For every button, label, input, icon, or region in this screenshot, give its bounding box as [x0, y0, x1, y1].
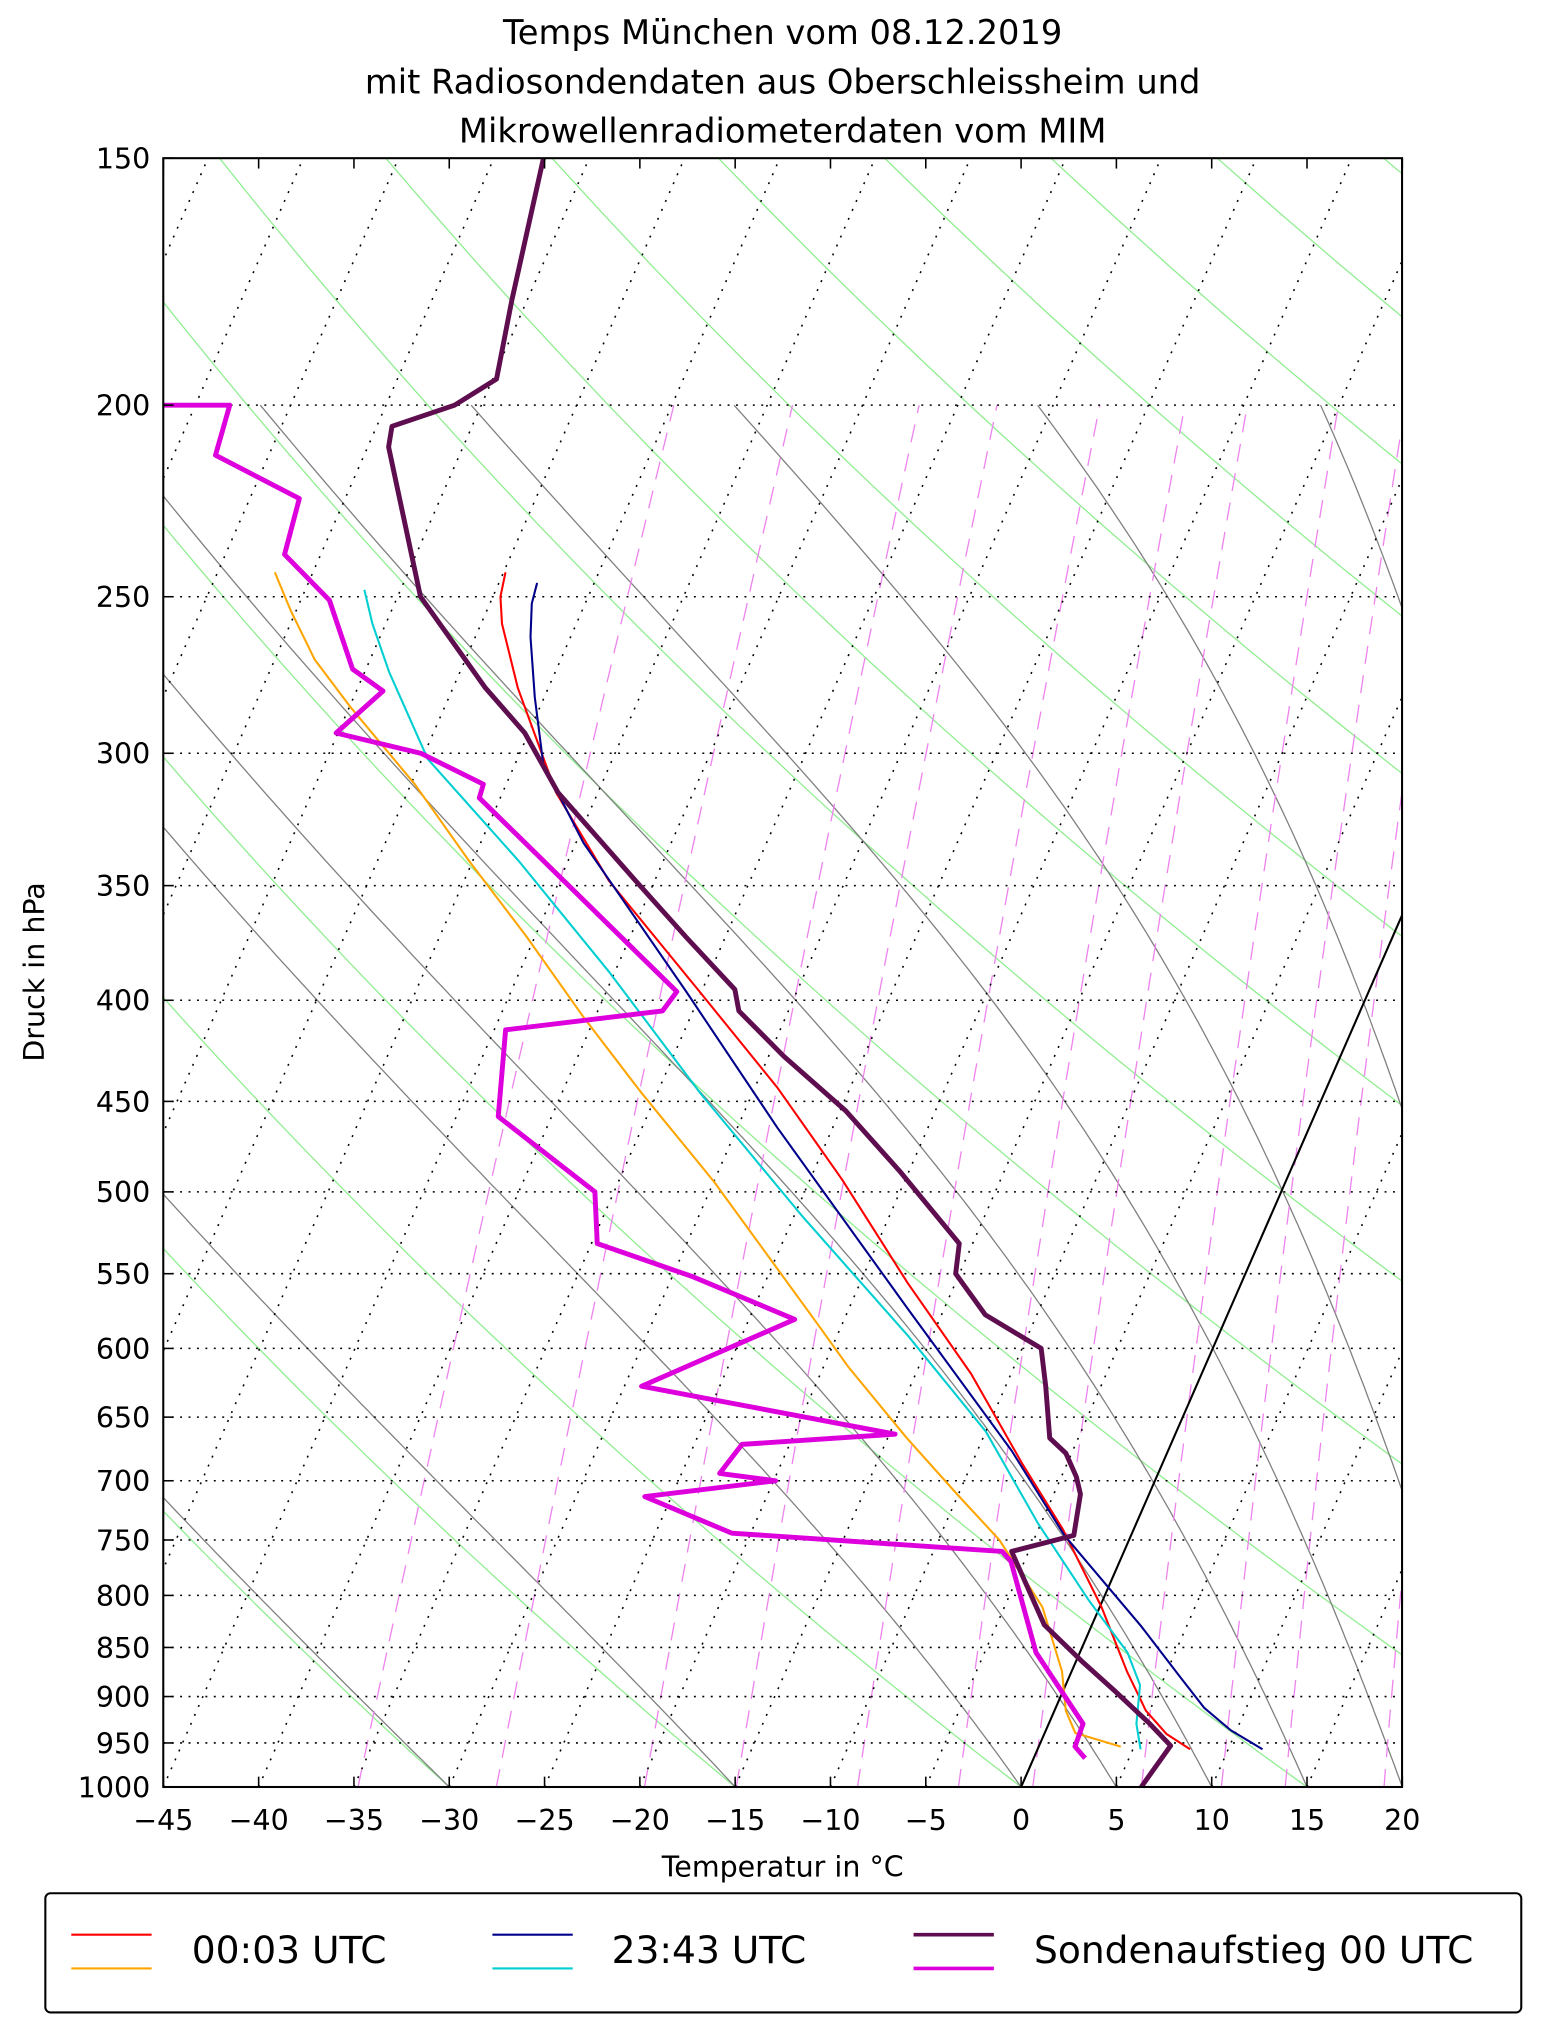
moist-adiabat	[163, 826, 1022, 1788]
mixing-ratio-line	[1383, 1570, 1403, 1788]
dewpoint-profile-line	[273, 571, 1122, 1748]
moist-adiabat	[163, 494, 1213, 1788]
legend-label: 00:03 UTC	[192, 1928, 387, 1972]
mixing-ratio-line	[643, 405, 920, 1788]
y-tick-label: 650	[96, 1401, 150, 1434]
y-tick-label: 250	[96, 581, 150, 614]
y-tick-label: 450	[96, 1086, 150, 1119]
moist-adiabat	[163, 673, 1117, 1788]
isotherm	[163, 158, 400, 699]
dry-adiabat	[163, 1247, 736, 1788]
dry-adiabat	[163, 996, 1022, 1788]
isotherm	[163, 158, 590, 1135]
mixing-ratio-line	[357, 405, 675, 1788]
isotherm	[0, 158, 17, 1787]
dry-adiabat	[163, 1510, 450, 1788]
y-tick-label: 750	[96, 1524, 150, 1557]
pressure-gridlines	[163, 158, 1403, 1788]
plot-frame	[162, 157, 1404, 1789]
x-tick-label: −30	[419, 1804, 479, 1837]
y-tick-label: 500	[96, 1176, 150, 1209]
legend-label: Sondenaufstieg 00 UTC	[1034, 1928, 1473, 1972]
x-tick-label: 0	[1012, 1804, 1030, 1837]
profiles	[163, 158, 1264, 1788]
x-tick-label: −5	[905, 1804, 947, 1837]
moist-adiabat	[1319, 404, 1403, 610]
moist-adiabat	[733, 404, 1403, 1493]
moist-adiabat	[1037, 404, 1403, 1111]
mixing-ratio-line	[1220, 420, 1403, 1788]
y-tick-label: 150	[96, 143, 150, 176]
x-tick-label: −20	[610, 1804, 670, 1837]
dry-adiabat	[385, 158, 1403, 1107]
mixing-ratio-line	[1032, 405, 1248, 1788]
mixing-ratio-line	[1140, 405, 1340, 1788]
isotherm	[163, 158, 876, 1788]
x-tick-label: −15	[705, 1804, 765, 1837]
x-axis-label: Temperatur in °C	[661, 1850, 904, 1883]
x-tick-label: −35	[324, 1804, 384, 1837]
moist-adiabat	[163, 1496, 450, 1788]
legend-box	[44, 1892, 1523, 2014]
x-tick-label: 15	[1289, 1804, 1325, 1837]
x-tick-label: −10	[800, 1804, 860, 1837]
x-tick-label: −25	[514, 1804, 574, 1837]
y-tick-label: 800	[96, 1580, 150, 1613]
y-axis-label: Druck in hPa	[18, 882, 51, 1061]
mixing-ratio-line	[1460, 405, 1542, 1787]
isotherm-zero	[1020, 912, 1403, 1788]
mixing-ratio-line	[856, 405, 1101, 1788]
x-tick-label: 10	[1194, 1804, 1230, 1837]
x-tick-label: 20	[1384, 1804, 1420, 1837]
y-tick-label: 350	[96, 870, 150, 903]
chart-title-line-1: Temps München vom 08.12.2019	[502, 13, 1062, 52]
temperature-profile-line	[499, 572, 1191, 1751]
y-tick-label: 950	[96, 1727, 150, 1760]
background-lines	[0, 158, 1542, 1788]
chart-title-line-3: Mikrowellenradiometerdaten vom MIM	[459, 112, 1106, 151]
isotherm	[829, 477, 1403, 1788]
dry-adiabat	[884, 158, 1403, 617]
isotherm	[1115, 1131, 1403, 1788]
moist-adiabat	[259, 404, 1308, 1788]
dry-adiabat	[1216, 158, 1403, 318]
temperature-profile-line	[529, 582, 1264, 1751]
temperature-profile-line	[386, 158, 1174, 1788]
dewpoint-profile-line	[363, 589, 1142, 1750]
axis-ticks: 1000 950 900 850 800 750 700 650 600 550 500 450 400…	[78, 143, 1421, 1837]
y-tick-label: 600	[96, 1333, 150, 1366]
chart-title-line-2: mit Radiosondendaten aus Oberschleisshei…	[365, 62, 1201, 101]
dewpoint-profile-line	[163, 402, 1087, 1760]
x-tick-label: −45	[133, 1804, 193, 1837]
x-tick-label: −40	[229, 1804, 289, 1837]
moist-adiabat	[470, 404, 1403, 1788]
mixing-ratio-line	[735, 405, 998, 1788]
y-tick-label: 900	[96, 1681, 150, 1714]
dry-adiabat	[717, 158, 1403, 775]
legend: 00:03 UTC 23:43 UTC Sondenaufstieg 00 UTC	[44, 1892, 1523, 2014]
isotherm	[1401, 1785, 1403, 1787]
dry-adiabat	[1383, 158, 1403, 175]
y-tick-label: 550	[96, 1258, 150, 1291]
y-tick-label: 300	[96, 738, 150, 771]
x-tick-label: 5	[1107, 1804, 1125, 1837]
isotherm	[639, 158, 1353, 1788]
dry-adiabat	[219, 158, 1403, 1282]
legend-label: 23:43 UTC	[612, 1928, 807, 1972]
dry-adiabat	[551, 158, 1403, 938]
y-tick-label: 200	[96, 390, 150, 423]
mixing-ratio-line	[1284, 787, 1403, 1788]
dry-adiabat	[163, 300, 1403, 1465]
isotherm	[925, 695, 1403, 1788]
isotherm	[1306, 1567, 1403, 1788]
y-tick-label: 400	[96, 985, 150, 1018]
dry-adiabat	[163, 755, 1308, 1788]
y-tick-label: 850	[96, 1632, 150, 1665]
isotherm	[163, 158, 495, 917]
y-tick-label: 1000	[78, 1771, 151, 1804]
y-tick-label: 700	[96, 1465, 150, 1498]
dry-adiabat	[1050, 158, 1403, 465]
mixing-ratio-line	[957, 405, 1186, 1788]
